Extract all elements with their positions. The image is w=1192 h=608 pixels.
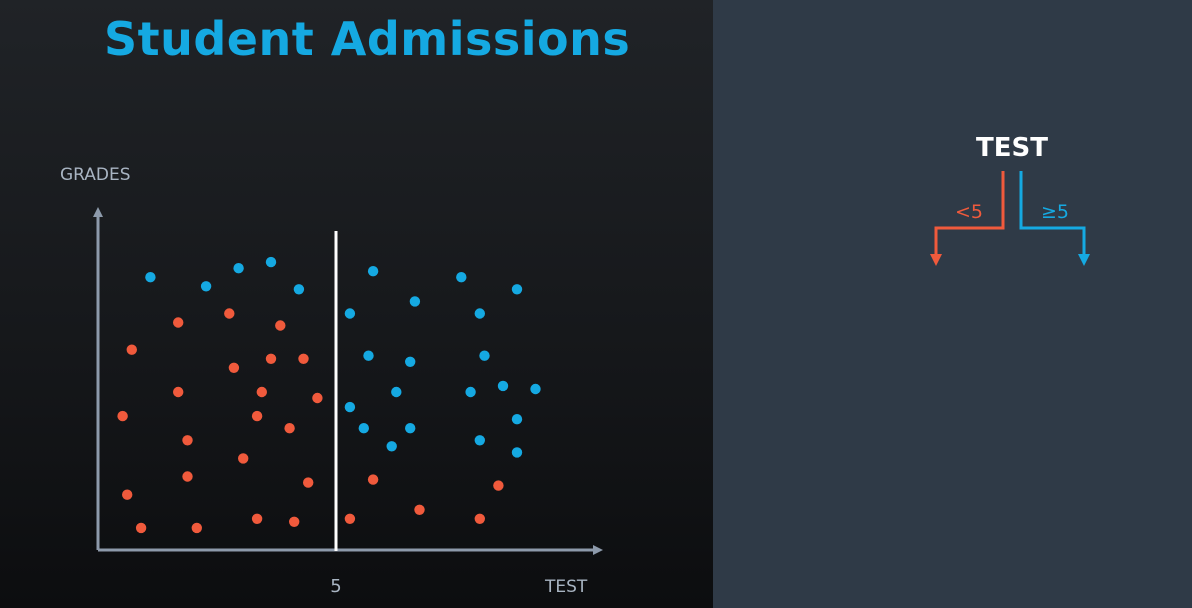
data-point-red [493, 480, 504, 491]
data-point-blue [233, 263, 244, 274]
data-points [117, 256, 541, 534]
data-point-red [173, 317, 184, 328]
data-point-blue [293, 284, 305, 295]
data-point-blue [474, 308, 485, 319]
tree-left-branch [930, 171, 1005, 266]
data-point-blue [511, 447, 523, 458]
data-point-red [224, 308, 235, 319]
data-point-blue [391, 386, 402, 398]
data-point-red [238, 453, 249, 464]
page-title: Student Admissions [104, 12, 631, 66]
data-point-blue [456, 272, 467, 283]
data-point-red [289, 516, 300, 527]
data-point-blue [344, 308, 356, 319]
x-axis-label: TEST [544, 577, 588, 597]
data-point-blue [344, 401, 356, 413]
data-point-red [251, 410, 263, 422]
data-point-red [265, 353, 277, 364]
data-point-red [303, 477, 314, 488]
data-point-red [182, 435, 193, 446]
data-point-blue [145, 272, 156, 283]
data-point-red [367, 474, 379, 485]
tree-left-branch-label: <5 [955, 201, 983, 223]
tree-right-branch [1019, 171, 1090, 266]
x-tick-label: 5 [330, 576, 341, 597]
data-point-red [256, 386, 267, 398]
data-point-blue [497, 380, 509, 392]
data-point-blue [386, 441, 397, 452]
data-point-blue [530, 383, 541, 395]
data-point-red [135, 522, 147, 534]
chart-panel [0, 0, 713, 608]
data-point-blue [367, 266, 379, 277]
data-point-red [251, 513, 263, 524]
data-point-red [344, 513, 356, 524]
data-point-blue [409, 296, 421, 307]
data-point-red [312, 392, 323, 404]
decision-tree-panel [713, 0, 1192, 608]
data-point-red [173, 386, 184, 398]
data-point-red [191, 522, 202, 534]
data-point-blue [474, 435, 485, 446]
tree-root-label: TEST [976, 133, 1048, 163]
x-ticks: 5 [330, 576, 341, 597]
data-point-blue [511, 414, 523, 425]
data-point-red [228, 362, 240, 373]
data-point-blue [200, 281, 212, 292]
data-point-blue [511, 284, 523, 295]
data-point-blue [465, 386, 476, 398]
data-point-red [122, 489, 133, 500]
data-point-red [182, 471, 193, 482]
data-point-red [298, 353, 309, 364]
data-point-red [474, 513, 485, 524]
data-point-blue [363, 350, 374, 361]
data-point-blue [405, 356, 416, 367]
scatter-chart: GRADES TEST 5 [60, 165, 603, 597]
data-point-blue [265, 256, 277, 268]
data-point-red [117, 410, 128, 422]
y-axis-label: GRADES [60, 165, 131, 185]
data-point-blue [405, 423, 416, 434]
decision-tree: TEST <5 ≥5 [930, 133, 1090, 266]
data-point-red [414, 504, 425, 515]
data-point-red [126, 344, 137, 355]
data-point-red [284, 423, 295, 434]
data-point-blue [358, 423, 369, 434]
data-point-blue [479, 350, 490, 361]
tree-right-branch-label: ≥5 [1041, 201, 1069, 223]
data-point-red [275, 320, 286, 331]
